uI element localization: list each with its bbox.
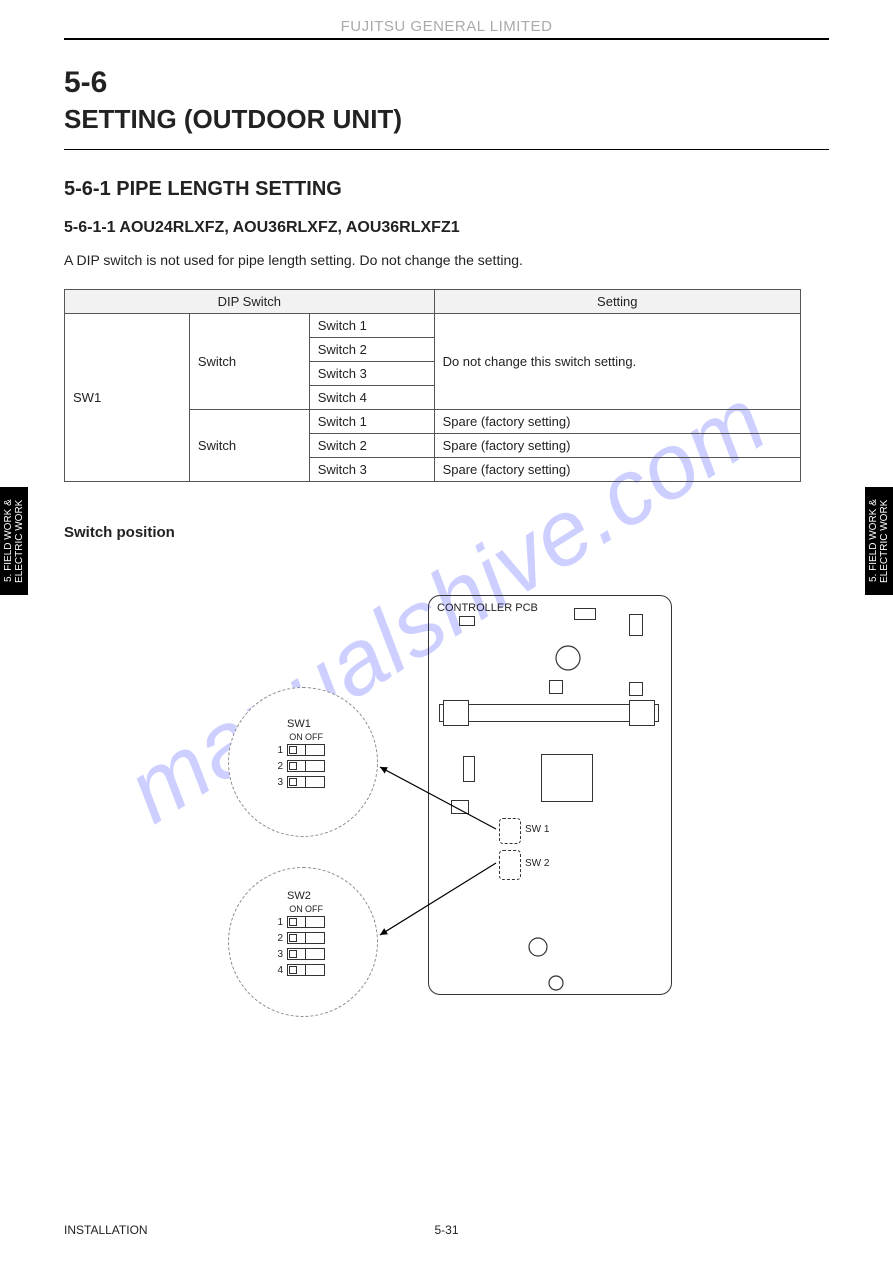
component-icon [451, 800, 469, 814]
sw1-small-label: SW 1 [525, 824, 549, 835]
pcb-label: CONTROLLER PCB [437, 602, 538, 614]
dip-switch-table: DIP Switch Setting SW1 Switch Switch 1 D… [64, 289, 801, 482]
subsection-title: 5-6-1 PIPE LENGTH SETTING [64, 178, 829, 201]
top-rule [64, 38, 829, 40]
sw1-name: SW1 [287, 718, 325, 730]
hole-icon [527, 936, 549, 958]
section-rule [64, 149, 829, 150]
table-row: SW1 Switch Switch 1 Do not change this s… [65, 313, 801, 337]
sw1-dip-block: SW1 ONOFF 1 2 3 [273, 718, 325, 792]
table-header: DIP Switch [65, 289, 435, 313]
connector-icon [439, 704, 659, 722]
table-cell: SW1 [65, 313, 190, 481]
dip-row: 3 [273, 948, 325, 960]
table-cell: Switch [189, 313, 309, 409]
dip-row: 2 [273, 932, 325, 944]
component-icon [459, 616, 475, 626]
brand-header: FUJITSU GENERAL LIMITED [0, 18, 893, 35]
subsubsection-title: 5-6-1-1 AOU24RLXFZ, AOU36RLXFZ, AOU36RLX… [64, 219, 829, 237]
dip-row: 3 [273, 776, 325, 788]
sw1-location-icon [499, 818, 521, 844]
dip-row: 2 [273, 760, 325, 772]
side-tab-label: 5. FIELD WORK & ELECTRIC WORK [3, 487, 25, 595]
intro-paragraph: A DIP switch is not used for pipe length… [64, 251, 829, 271]
dip-row: 4 [273, 964, 325, 976]
sw2-location-icon [499, 850, 521, 880]
sw2-detail-circle: SW2 ONOFF 1 2 3 4 [228, 867, 378, 1017]
table-cell: Switch 2 [309, 433, 434, 457]
sw2-small-label: SW 2 [525, 858, 549, 869]
dip-header: ONOFF [287, 732, 325, 742]
side-tab-left: 5. FIELD WORK & ELECTRIC WORK [0, 487, 28, 595]
table-cell: Switch 4 [309, 385, 434, 409]
chip-icon [541, 754, 593, 802]
table-cell: Switch 3 [309, 457, 434, 481]
sw1-detail-circle: SW1 ONOFF 1 2 3 [228, 687, 378, 837]
footer-page-number: 5-31 [0, 1223, 893, 1237]
pcb-diagram: CONTROLLER PCB SW 1 SW 2 SW1 ONOFF 1 2 3 [228, 595, 678, 1015]
hole-icon [554, 644, 582, 672]
sw2-dip-block: SW2 ONOFF 1 2 3 4 [273, 890, 325, 980]
dip-row: 1 [273, 744, 325, 756]
page-content: 5-6 SETTING (OUTDOOR UNIT) 5-6-1 PIPE LE… [64, 56, 829, 541]
switch-position-heading: Switch position [64, 524, 829, 541]
table-cell: Do not change this switch setting. [434, 313, 800, 409]
table-cell: Switch 3 [309, 361, 434, 385]
component-icon [574, 608, 596, 620]
section-title: SETTING (OUTDOOR UNIT) [64, 104, 829, 135]
table-cell: Switch 1 [309, 313, 434, 337]
side-tab-right: 5. FIELD WORK & ELECTRIC WORK [865, 487, 893, 595]
table-header-row: DIP Switch Setting [65, 289, 801, 313]
table-cell: Switch 1 [309, 409, 434, 433]
table-cell: Switch 2 [309, 337, 434, 361]
table-cell: Spare (factory setting) [434, 457, 800, 481]
component-icon [629, 614, 643, 636]
section-number: 5-6 [64, 66, 829, 100]
pcb-outline: CONTROLLER PCB SW 1 SW 2 [428, 595, 672, 995]
side-tab-label: 5. FIELD WORK & ELECTRIC WORK [868, 487, 890, 595]
dip-header: ONOFF [287, 904, 325, 914]
hole-icon [547, 974, 565, 992]
table-cell: Spare (factory setting) [434, 409, 800, 433]
connector-end-icon [629, 700, 655, 726]
connector-end-icon [443, 700, 469, 726]
component-icon [629, 682, 643, 696]
table-header: Setting [434, 289, 800, 313]
table-cell: Switch [189, 409, 309, 481]
dip-row: 1 [273, 916, 325, 928]
component-icon [549, 680, 563, 694]
sw2-name: SW2 [287, 890, 325, 902]
table-cell: Spare (factory setting) [434, 433, 800, 457]
component-icon [463, 756, 475, 782]
